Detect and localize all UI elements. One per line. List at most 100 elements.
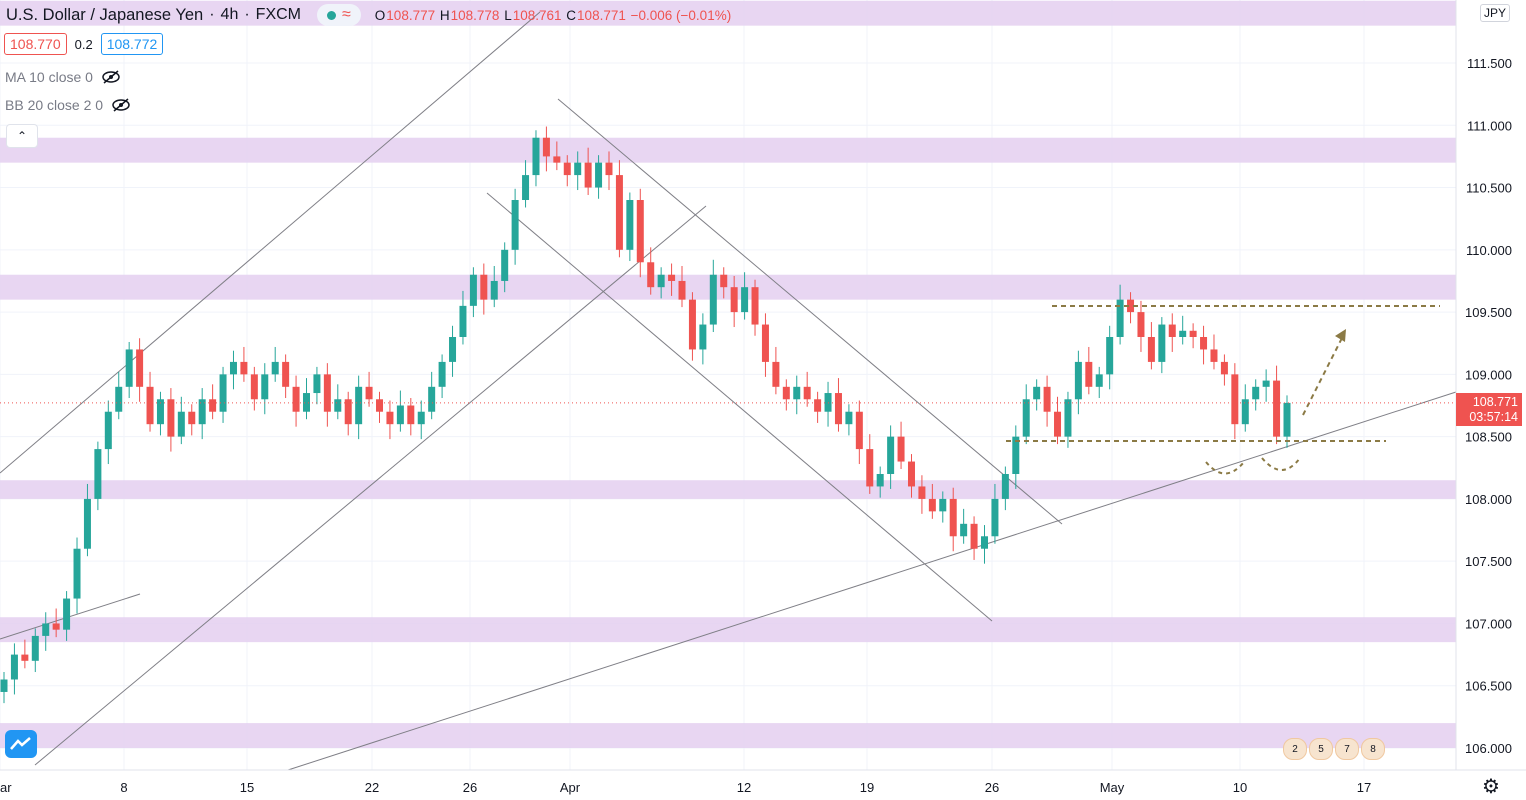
candle-body xyxy=(1033,386,1041,400)
market-status-pill[interactable]: ≈ xyxy=(317,4,361,26)
candle-body xyxy=(449,337,457,362)
bottom-arc-right xyxy=(1261,457,1301,471)
candle-body xyxy=(720,274,728,288)
price-axis-ticks: 111.500 111.000 110.500 110.000 109.500 109.0… xyxy=(1465,56,1512,756)
candle-body xyxy=(782,386,790,400)
eye-off-icon[interactable] xyxy=(111,97,131,113)
descending-upper-line xyxy=(557,98,1063,525)
indicator-ma[interactable]: MA 10 close 0 xyxy=(5,69,121,85)
ohlc-values: O108.777 H108.778 L108.761 C108.771 −0.0… xyxy=(374,7,732,23)
candle-body xyxy=(668,274,676,281)
long-support-line xyxy=(287,391,1457,771)
support-resistance-zones xyxy=(0,0,1456,748)
candle-body xyxy=(1210,349,1218,362)
time-tick-label: 15 xyxy=(240,780,254,795)
candle-body xyxy=(949,498,957,537)
price-tick-label: 106.000 xyxy=(1465,741,1512,756)
candle-body xyxy=(334,399,342,412)
sr-zone xyxy=(0,723,1456,748)
candle-body xyxy=(261,374,269,400)
candle-body xyxy=(365,386,373,400)
candle-body xyxy=(125,349,133,387)
event-badge[interactable]: 7 xyxy=(1335,738,1359,760)
candle-body xyxy=(751,287,759,325)
candle-body xyxy=(584,162,592,188)
candle-body xyxy=(866,449,874,487)
candle-body xyxy=(605,162,613,176)
candle-body xyxy=(960,523,968,537)
candle-body xyxy=(501,249,509,281)
candle-body xyxy=(292,386,300,412)
candle-body xyxy=(563,162,571,176)
chevron-up-icon: ⌃ xyxy=(16,129,28,143)
sr-zone xyxy=(0,617,1456,643)
candle-body xyxy=(636,200,644,263)
currency-badge[interactable]: JPY xyxy=(1480,4,1511,22)
candle-body xyxy=(1116,299,1124,337)
candle-body xyxy=(897,436,905,462)
candle-body xyxy=(542,137,550,157)
candle-body xyxy=(271,361,279,375)
candle-body xyxy=(928,498,936,512)
event-badge[interactable]: 2 xyxy=(1283,738,1307,760)
indicator-label: BB 20 close 2 0 xyxy=(5,97,104,113)
projection-arrow-line xyxy=(1302,333,1345,416)
candle-body xyxy=(939,498,947,512)
candle-body xyxy=(772,361,780,387)
candle-body xyxy=(177,411,185,437)
buy-button[interactable]: 108.772 xyxy=(100,33,164,55)
candle-body xyxy=(1022,399,1030,437)
candle-body xyxy=(73,548,81,599)
candle-body xyxy=(1064,399,1072,437)
time-tick-label: 26 xyxy=(463,780,477,795)
candle-body xyxy=(209,399,217,412)
candle-body xyxy=(459,305,467,337)
candle-body xyxy=(793,386,801,400)
candle-body xyxy=(469,274,477,306)
event-badge[interactable]: 5 xyxy=(1309,738,1333,760)
candle-body xyxy=(1095,374,1103,387)
tradingview-logo-icon[interactable] xyxy=(5,730,37,758)
interval-label[interactable]: 4h xyxy=(220,6,239,23)
candle-body xyxy=(52,623,60,630)
time-tick-label: 17 xyxy=(1357,780,1371,795)
candle-body xyxy=(146,386,154,425)
candle-body xyxy=(386,411,394,425)
price-tick-label: 111.500 xyxy=(1467,56,1512,71)
time-tick-label: 22 xyxy=(365,780,379,795)
chart-header: U.S. Dollar / Japanese Yen · 4h · FXCM ≈… xyxy=(6,4,732,26)
event-badge[interactable]: 8 xyxy=(1361,738,1385,760)
candle-body xyxy=(678,280,686,300)
candle-body xyxy=(657,274,665,288)
price-tick-label: 109.000 xyxy=(1465,367,1512,382)
candle-body xyxy=(83,498,91,549)
descending-lower-line xyxy=(486,192,993,622)
channel-lower-line xyxy=(34,205,707,766)
price-tick-label: 106.500 xyxy=(1465,679,1512,694)
candle-body xyxy=(553,156,561,163)
header-separator: · xyxy=(244,6,250,23)
sr-zone xyxy=(0,480,1456,499)
symbol-name[interactable]: U.S. Dollar / Japanese Yen xyxy=(6,5,204,24)
candle-body xyxy=(229,361,237,375)
candle-body xyxy=(1179,330,1187,337)
sell-button[interactable]: 108.770 xyxy=(4,33,67,55)
candle-body xyxy=(240,361,248,375)
gear-icon[interactable]: ⚙ xyxy=(1482,776,1500,798)
exchange-label: FXCM xyxy=(255,6,301,23)
candle-body xyxy=(845,411,853,425)
candle-body xyxy=(970,523,978,549)
last-price-label: 108.771 03:57:14 xyxy=(1456,393,1522,426)
time-tick-label: 12 xyxy=(737,780,751,795)
time-tick-label: ar xyxy=(0,780,12,795)
eye-off-icon[interactable] xyxy=(101,69,121,85)
trend-lines xyxy=(0,11,1457,771)
collapse-legend-button[interactable]: ⌃ xyxy=(6,124,38,148)
candle-body xyxy=(1252,386,1260,400)
indicator-bb[interactable]: BB 20 close 2 0 xyxy=(5,97,131,113)
candle-body xyxy=(574,162,582,176)
candle-body xyxy=(699,324,707,350)
price-tick-label: 111.000 xyxy=(1467,118,1512,133)
candle-body xyxy=(302,393,310,412)
